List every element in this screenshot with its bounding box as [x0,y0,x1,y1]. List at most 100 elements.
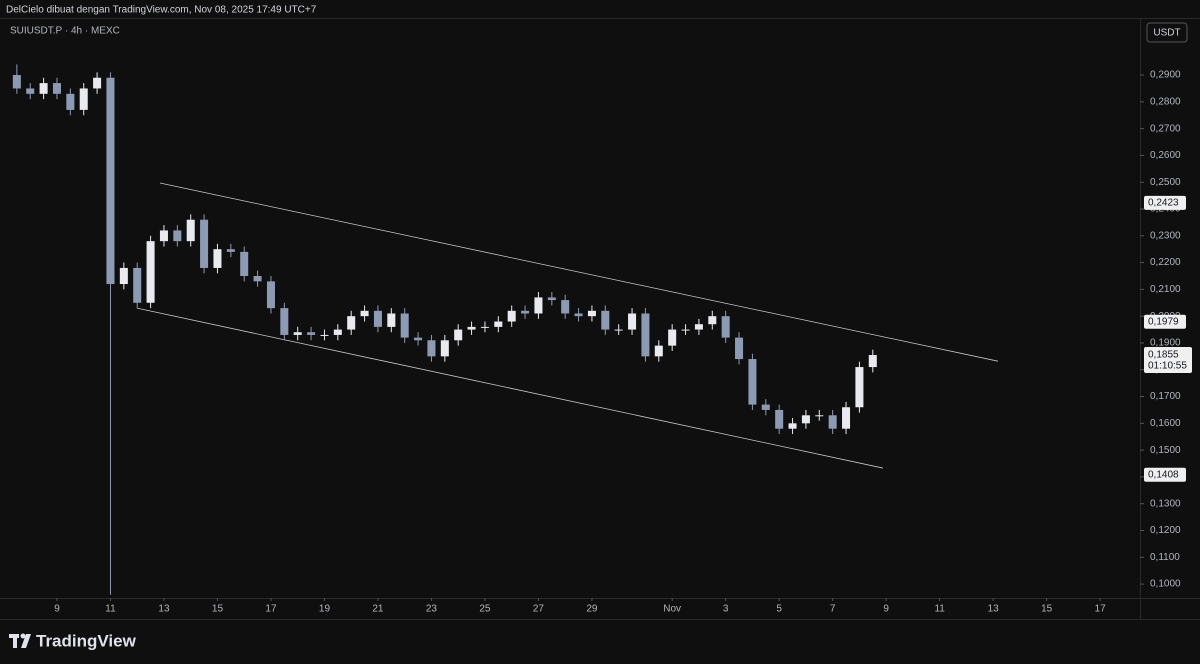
last-price-box [1144,347,1192,374]
candle-body [106,77,115,285]
x-tick-label: 27 [533,604,545,615]
candle-body [66,93,75,110]
x-tick-label: 21 [372,604,384,615]
candle-body [868,355,877,368]
candle-body [480,326,489,328]
candle-body [146,241,155,303]
candle-body [587,310,596,317]
candle-body [159,230,168,242]
price-label-box [1144,467,1186,482]
candle-body [694,324,703,330]
trend-line [136,307,884,469]
x-tick-label: 23 [426,604,438,615]
y-tick-label: 0,2900 [1150,70,1181,81]
logo [9,633,31,648]
price-label: 0,2423 [1148,197,1179,208]
candle-body [641,313,650,357]
candle-body [387,313,396,327]
price-label-box [1144,195,1186,210]
candle-body [521,310,530,314]
candle-body [119,267,128,285]
plot: 0,10000,11000,12000,13000,14000,15000,16… [12,64,1192,615]
candle-body [735,337,744,360]
currency-box[interactable] [1146,22,1188,43]
candle-body [93,77,102,89]
y-tick-label: 0,2800 [1150,96,1181,107]
candle-body [601,310,610,330]
candle-body [775,409,784,429]
candle-body [507,310,516,322]
candle-body [373,310,382,327]
candle-body [801,415,810,424]
candle-body [213,249,222,268]
x-tick-label: 5 [776,604,782,615]
candle-body [360,310,369,317]
countdown: 01:10:55 [1148,361,1187,372]
y-tick-label: 0,2100 [1150,284,1181,295]
x-tick-label: 13 [988,604,1000,615]
y-tick-label: 0,2300 [1150,230,1181,241]
candle-body [681,329,690,331]
candle-body [52,83,61,94]
x-tick-label: 7 [830,604,836,615]
candle-body [440,340,449,357]
candle-body [186,219,195,242]
y-tick-label: 0,1700 [1150,391,1181,402]
candle-body [494,321,503,327]
last-price-label: 0,1855 [1148,350,1179,361]
candle-body [534,297,543,314]
candle-body [400,313,409,338]
price-label: 0,1979 [1148,316,1179,327]
candle-body [454,329,463,341]
y-tick-label: 0,1200 [1150,525,1181,536]
price-label: 0,1408 [1148,469,1179,480]
candle-body [842,407,851,429]
candle-body [79,88,88,110]
y-tick-label: 0,2500 [1150,177,1181,188]
candle-body [467,326,476,330]
candle-body [320,334,329,336]
candle-body [628,313,637,330]
candle-body [614,329,623,331]
symbol: SUIUSDT.P · 4h · MEXC [10,26,120,37]
candle-body [427,340,436,357]
x-tick-label: 15 [1041,604,1053,615]
trend-line [159,182,999,362]
candle-body [855,367,864,408]
footer-brand: TradingView [36,631,137,650]
y-tick-label: 0,2200 [1150,257,1181,268]
currency[interactable]: USDT [1153,28,1180,39]
y-tick-label: 0,1000 [1150,579,1181,590]
y-tick-label: 0,1100 [1150,552,1180,563]
candle-body [280,308,289,335]
x-tick-label: 25 [479,604,491,615]
candle-body [668,329,677,346]
x-tick-label: Nov [663,604,681,615]
candle-body [761,404,770,410]
x-tick-label: 19 [319,604,331,615]
candle-body [815,415,824,417]
candle-body [253,275,262,282]
candle-body [39,83,48,94]
y-tick-label: 0,1300 [1150,498,1181,509]
x-tick-label: 11 [105,604,116,615]
candle-body [307,332,316,335]
candle-body [654,345,663,357]
candle-body [561,300,570,314]
x-tick-label: 15 [212,604,224,615]
x-tick-label: 13 [158,604,170,615]
candle-body [266,281,275,309]
candle-body [414,337,423,341]
candle-body [347,316,356,330]
candle-body [173,230,182,242]
candle-body [293,332,302,335]
y-tick-label: 0,1600 [1150,418,1181,429]
candle-body [721,316,730,338]
price-label-box [1144,314,1186,329]
x-tick-label: 9 [883,604,889,615]
candle-body [748,359,757,405]
candle-body [574,313,583,317]
candle-body [133,267,142,303]
candle-body [788,423,797,429]
